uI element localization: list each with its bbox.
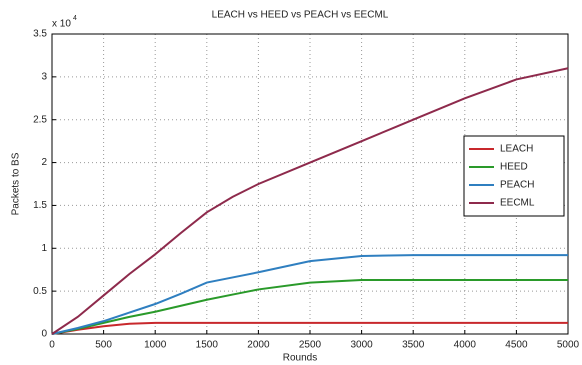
legend-label: LEACH: [500, 144, 533, 155]
y-tick-label: 0.5: [33, 286, 47, 297]
y-axis-label: Packets to BS: [11, 152, 22, 215]
y-multiplier: x 10: [52, 19, 71, 30]
series-line: [51, 279, 568, 335]
x-tick-label: 500: [95, 340, 112, 351]
x-tick-label: 4500: [505, 340, 528, 351]
legend-label: PEACH: [500, 180, 534, 191]
y-tick-label: 0: [41, 329, 47, 340]
x-tick-label: 3000: [350, 340, 373, 351]
series-line: [51, 254, 568, 335]
x-tick-label: 2500: [299, 340, 322, 351]
x-tick-label: 3500: [402, 340, 425, 351]
series-line: [51, 321, 568, 335]
legend-label: EECML: [500, 198, 535, 209]
x-tick-label: 5000: [557, 340, 580, 351]
x-axis-label: Rounds: [283, 353, 317, 364]
x-tick-label: 2000: [247, 340, 270, 351]
x-tick-label: 0: [49, 340, 55, 351]
x-tick-label: 4000: [454, 340, 477, 351]
y-tick-label: 2: [41, 157, 47, 168]
y-tick-label: 2.5: [33, 114, 47, 125]
y-multiplier-exponent: 4: [73, 15, 77, 22]
y-tick-label: 3.5: [33, 29, 47, 40]
x-tick-label: 1500: [196, 340, 219, 351]
y-tick-label: 3: [41, 71, 47, 82]
plot-frame: [51, 33, 569, 335]
y-tick-label: 1.5: [33, 200, 47, 211]
series-line: [51, 67, 569, 335]
x-tick-label: 1000: [144, 340, 167, 351]
chart-title: LEACH vs HEED vs PEACH vs EECML: [212, 10, 389, 21]
legend-label: HEED: [500, 162, 528, 173]
y-tick-label: 1: [41, 243, 47, 254]
